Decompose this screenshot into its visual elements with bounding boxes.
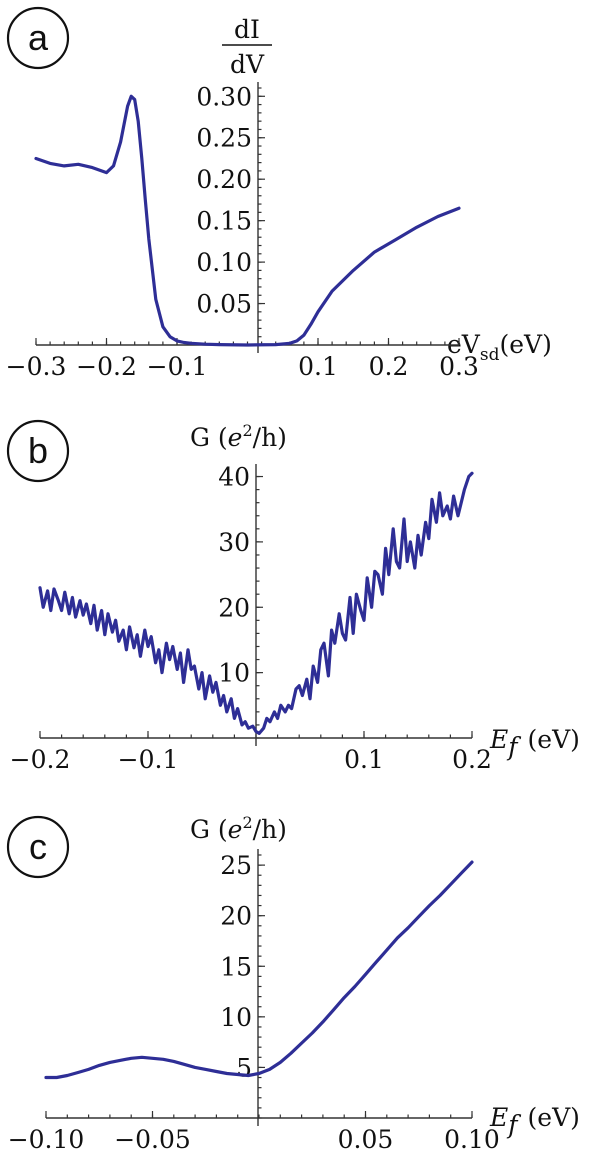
chart-b-ylabel-post: /h) — [253, 423, 287, 452]
chart-b-y-tick-label: 30 — [218, 528, 250, 557]
chart-a-y-tick-label: 0.10 — [196, 248, 252, 277]
chart-a: −0.3 −0.2 −0.1 0.1 0.2 0.3 0.05 0.10 0.15 0.20 0.2… — [6, 82, 479, 381]
chart-a-x-tick-label: 0.2 — [369, 352, 409, 381]
chart-b-x-tick-label: −0.1 — [118, 745, 179, 774]
panel-b-label: b — [6, 419, 70, 483]
chart-b-y-tick-label: 40 — [218, 463, 250, 492]
chart-c-ylabel-e: e — [228, 815, 243, 844]
chart-c-x-tick-label: 0.05 — [338, 1125, 394, 1154]
chart-a-y-tick-label: 0.20 — [196, 165, 252, 194]
chart-b-xlabel-sub: f — [506, 732, 521, 761]
chart-a-series-line — [34, 94, 461, 347]
chart-a-x-tick-label: −0.1 — [147, 352, 208, 381]
chart-b-xlabel: Ef (eV) — [489, 725, 580, 761]
chart-c-y-tick-label: 25 — [220, 851, 252, 880]
chart-c-x-tick-label: −0.05 — [114, 1125, 191, 1154]
panel-a-letter: a — [28, 17, 49, 58]
chart-c-y-tick-label: 20 — [220, 902, 252, 931]
chart-c-x-tick-label: −0.10 — [8, 1125, 85, 1154]
chart-c-xlabel-unit: (eV) — [528, 1103, 580, 1132]
chart-a-y-tick-label: 0.30 — [196, 82, 252, 111]
chart-b-ylabel-exp: 2 — [242, 421, 252, 440]
chart-b-ylabel-pre: G ( — [190, 423, 228, 452]
chart-c-ylabel-post: /h) — [253, 815, 287, 844]
chart-a-x-tick-label: −0.2 — [76, 352, 137, 381]
chart-a-ylabel-den: dV — [230, 50, 265, 79]
chart-c-xlabel-sub: f — [506, 1110, 521, 1139]
chart-c-y-tick-label: 15 — [220, 952, 252, 981]
chart-c-ylabel-exp: 2 — [242, 813, 252, 832]
panel-b-letter: b — [28, 430, 48, 471]
chart-c-series-line — [44, 860, 474, 1080]
chart-a-x-tick-label: 0.3 — [439, 352, 479, 381]
panel-c-letter: c — [29, 826, 47, 867]
chart-a-x-tick-label: 0.1 — [298, 352, 338, 381]
panel-a-label: a — [6, 6, 70, 70]
chart-a-xlabel-sub: sd — [480, 345, 500, 365]
chart-a-x-tick-label: −0.3 — [6, 352, 67, 381]
chart-b: −0.2 −0.1 0.1 0.2 10 20 30 40 — [10, 463, 492, 774]
chart-c-y-tick-label: 5 — [236, 1053, 252, 1082]
chart-b-xlabel-sym: E — [489, 725, 508, 754]
chart-b-x-tick-label: 0.2 — [452, 745, 492, 774]
chart-b-ylabel: G (e2/h) — [190, 421, 287, 452]
chart-b-x-tick-label: −0.2 — [10, 745, 71, 774]
chart-c-ylabel: G (e2/h) — [190, 813, 287, 844]
chart-b-y-tick-label: 20 — [218, 593, 250, 622]
chart-c: −0.10 −0.05 0.05 0.10 5 10 15 20 25 — [8, 849, 500, 1154]
panel-c-label: c — [6, 815, 70, 879]
chart-a-xlabel: eVsd(eV) — [447, 330, 552, 365]
chart-b-ylabel-e: e — [228, 423, 243, 452]
chart-b-series-line — [38, 471, 474, 736]
chart-c-xlabel-sym: E — [489, 1103, 508, 1132]
chart-a-xlabel-unit: (eV) — [499, 330, 551, 359]
chart-b-x-tick-label: 0.1 — [344, 745, 384, 774]
chart-b-y-tick-label: 10 — [218, 659, 250, 688]
chart-a-ylabel-num: dI — [234, 15, 260, 44]
chart-a-y-tick-label: 0.05 — [196, 290, 252, 319]
chart-c-ylabel-pre: G ( — [190, 815, 228, 844]
chart-c-x-tick-label: 0.10 — [444, 1125, 500, 1154]
chart-a-y-tick-label: 0.15 — [196, 207, 252, 236]
chart-a-y-tick-label: 0.25 — [196, 124, 252, 153]
chart-c-xlabel: Ef (eV) — [489, 1103, 580, 1139]
chart-b-xlabel-unit: (eV) — [528, 725, 580, 754]
chart-a-ylabel: dI dV — [222, 15, 272, 79]
chart-c-y-tick-label: 10 — [220, 1003, 252, 1032]
